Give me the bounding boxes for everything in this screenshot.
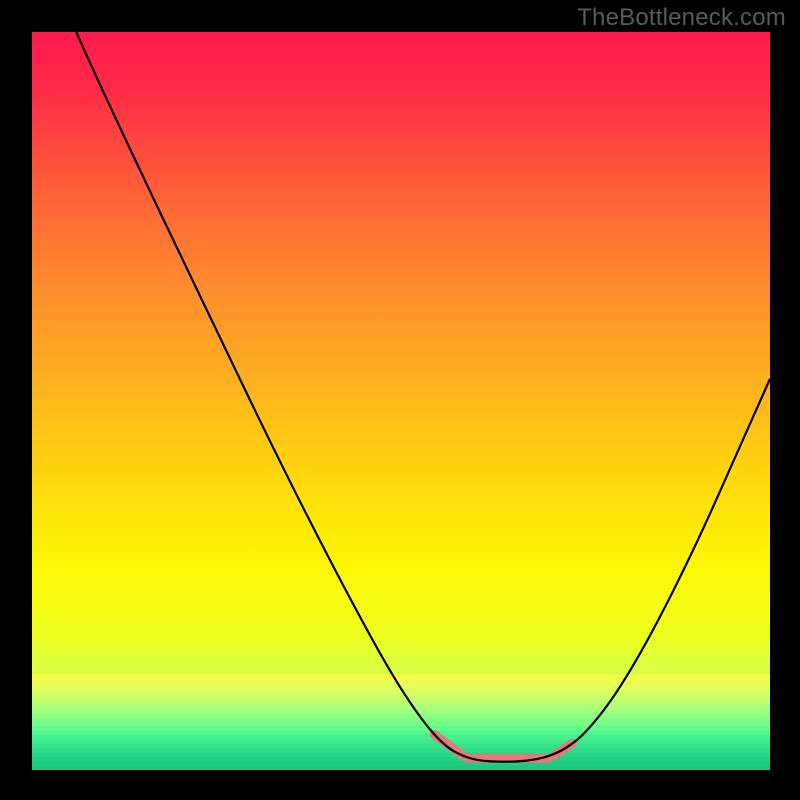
watermark-text: TheBottleneck.com <box>577 4 786 32</box>
plot-background <box>32 32 770 770</box>
chart-frame: TheBottleneck.com <box>0 0 800 800</box>
bottleneck-curve-plot <box>0 0 800 800</box>
